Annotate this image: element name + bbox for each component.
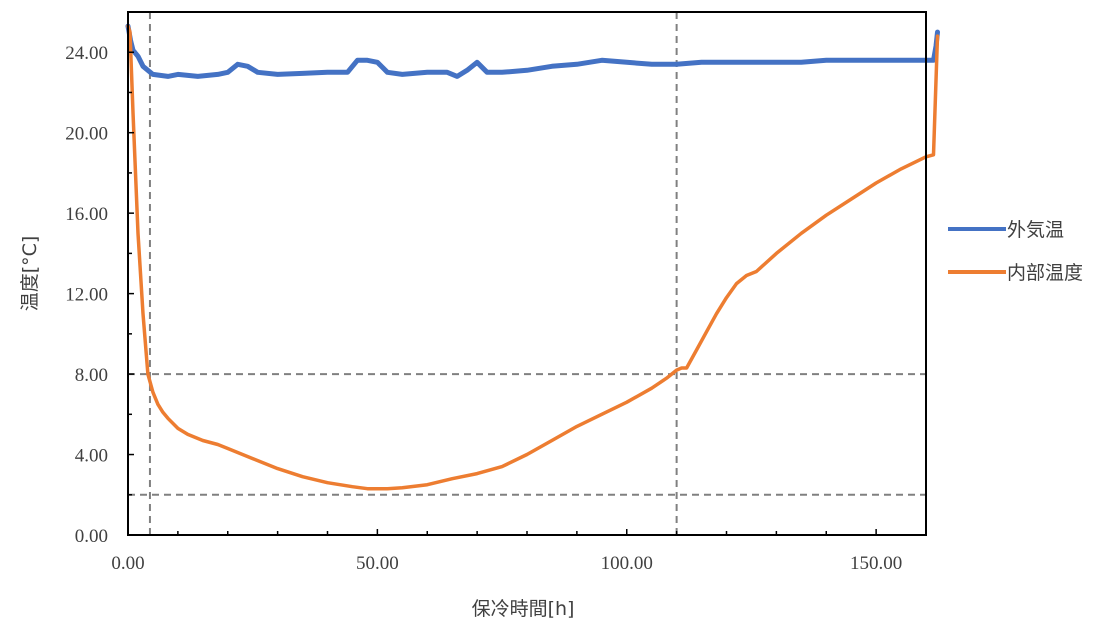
x-tick-label: 100.00: [601, 553, 653, 574]
y-tick-label: 8.00: [75, 365, 108, 386]
reference-lines: [128, 12, 926, 535]
x-axis-title: 保冷時間[h]: [472, 598, 575, 620]
y-axis-title: 温度[°C]: [19, 236, 41, 312]
axis-layer: 0.00 4.00 8.00 12.00 16.00 20.00 24.00 0.00 50.0…: [19, 11, 927, 620]
x-tick-label: 150.00: [850, 553, 902, 574]
y-tick-label: 16.00: [65, 204, 108, 225]
series-layer: [125, 23, 940, 491]
y-tick-label: 0.00: [75, 526, 108, 547]
x-tick-label: 0.00: [111, 553, 144, 574]
legend-label: 外気温: [1007, 219, 1064, 241]
series-line-0: [125, 23, 940, 79]
y-tick-label: 4.00: [75, 446, 108, 467]
series-line-1: [126, 24, 940, 491]
y-tick-label: 24.00: [65, 43, 108, 64]
y-tick-label: 12.00: [65, 285, 108, 306]
y-tick-label: 20.00: [65, 124, 108, 145]
legend-label: 内部温度: [1007, 262, 1083, 284]
x-tick-label: 50.00: [356, 553, 399, 574]
